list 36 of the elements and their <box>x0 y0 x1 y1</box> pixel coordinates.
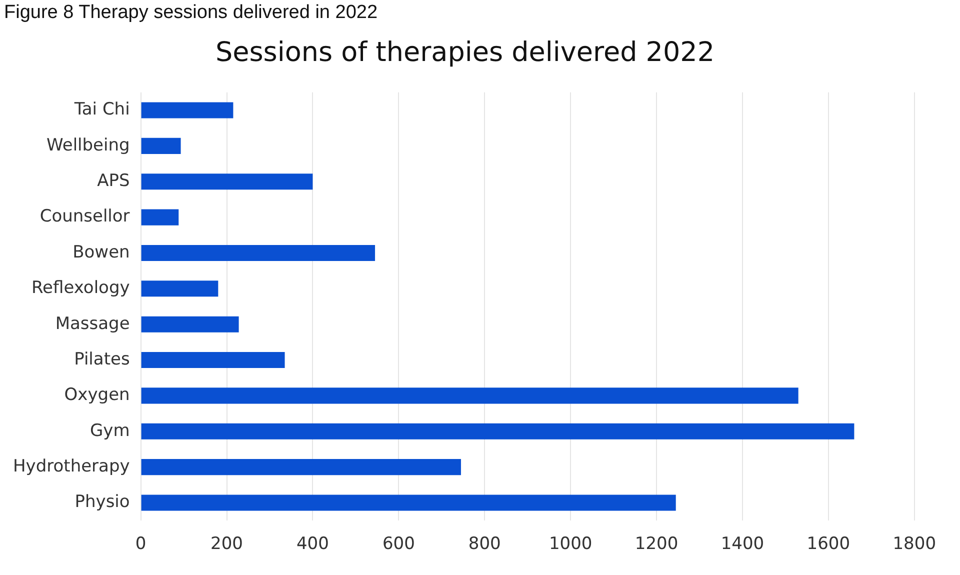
y-tick-label: Physio <box>74 492 130 512</box>
caption: Figure 8 Therapy sessions delivered in 2022 <box>4 2 379 25</box>
bar <box>141 423 854 440</box>
bar <box>141 280 218 297</box>
bar <box>141 244 376 262</box>
y-tick-label: Bowen <box>72 242 130 262</box>
x-tick-label: 1600 <box>806 534 850 554</box>
bar <box>141 209 179 226</box>
y-tick-label: Reflexology <box>32 278 130 298</box>
x-tick-label: 1800 <box>892 534 936 554</box>
y-tick-label: Tai Chi <box>73 100 130 120</box>
x-tick-label: 0 <box>135 534 146 554</box>
bar <box>141 316 239 332</box>
x-tick-label: 200 <box>210 534 243 554</box>
bar <box>141 459 461 476</box>
bar <box>141 174 313 190</box>
x-tick-label: 1200 <box>634 534 678 554</box>
x-tick-label: 800 <box>468 534 501 554</box>
bar <box>141 102 234 118</box>
bar <box>141 352 285 368</box>
chart-title: Sessions of therapies delivered 2022 <box>215 37 715 68</box>
y-tick-label: Gym <box>90 420 130 441</box>
y-tick-label: Massage <box>55 314 130 334</box>
y-tick-label: Pilates <box>74 349 130 370</box>
y-tick-label: Counsellor <box>40 206 130 227</box>
y-tick-label: Hydrotherapy <box>12 456 130 476</box>
x-tick-label: 600 <box>382 534 415 554</box>
bar <box>141 494 676 511</box>
y-tick-label: Wellbeing <box>46 135 130 156</box>
x-tick-label: 1400 <box>720 534 764 554</box>
y-tick-label: APS <box>97 171 130 192</box>
bar <box>141 388 798 404</box>
bar <box>141 138 181 154</box>
y-tick-label: Oxygen <box>64 385 130 406</box>
x-tick-label: 400 <box>296 534 329 554</box>
x-tick-label: 1000 <box>548 534 592 554</box>
